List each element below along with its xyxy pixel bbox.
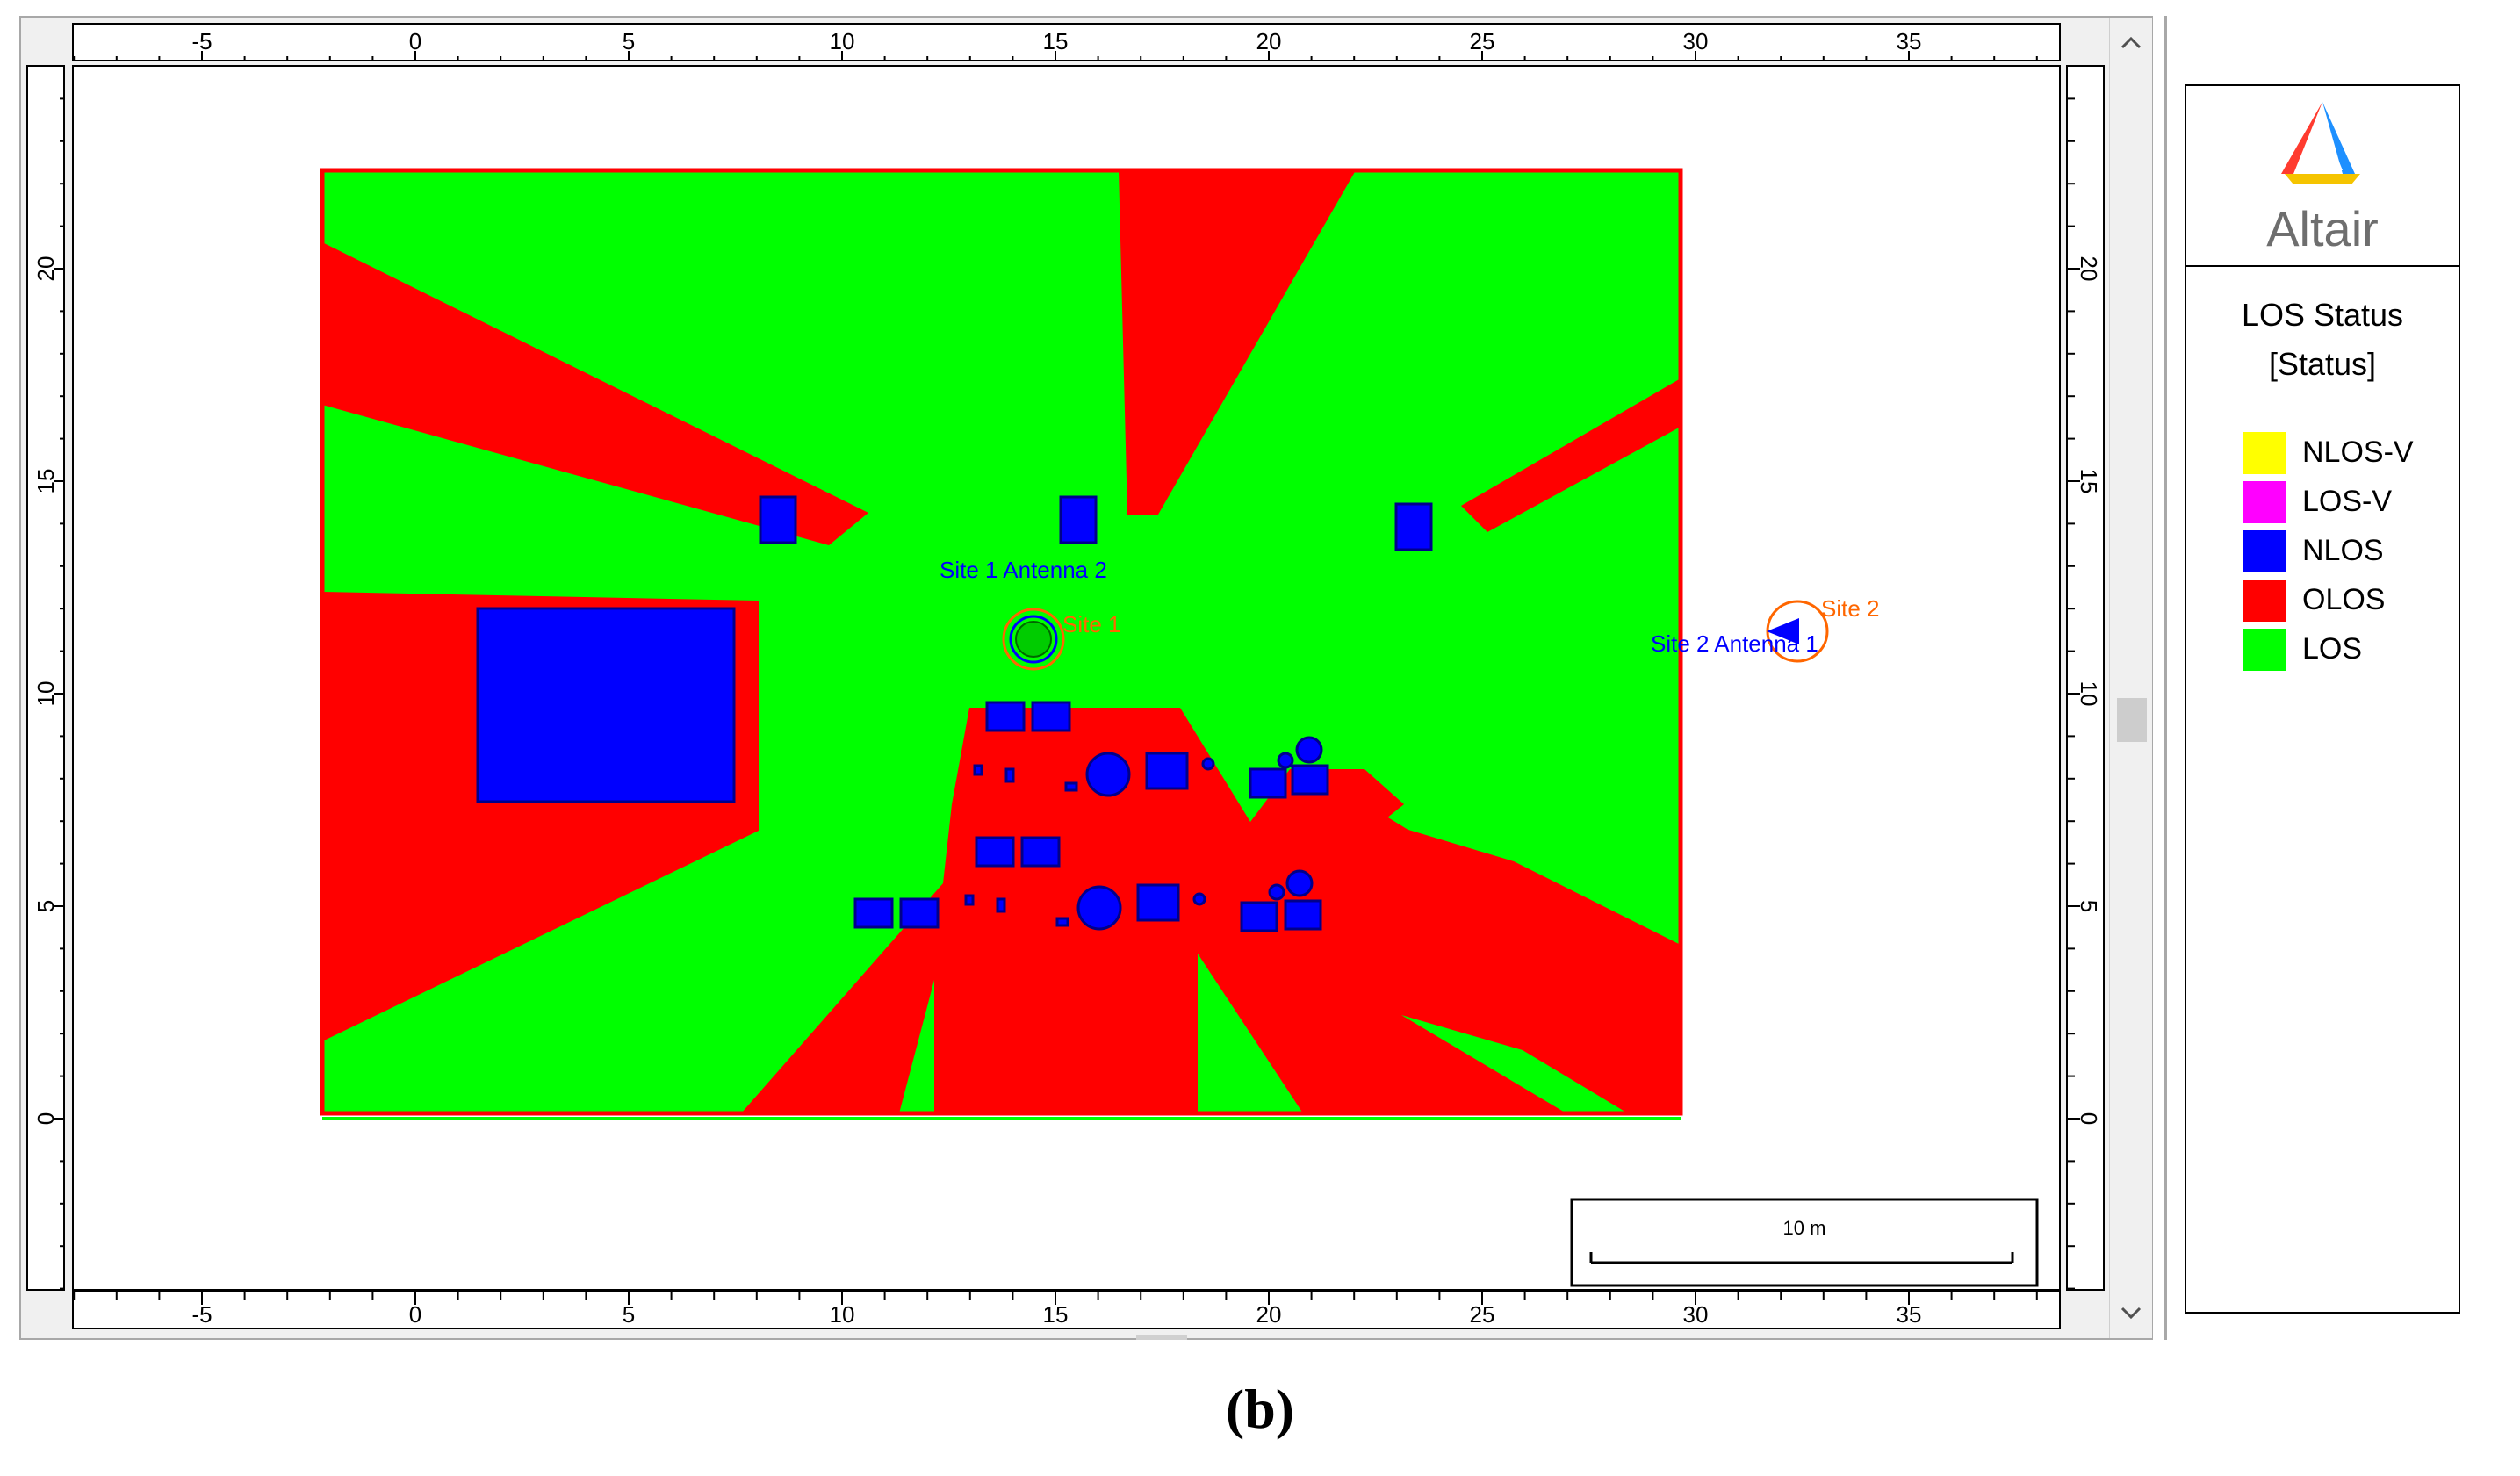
ruler-x-tick-label: 15 (1043, 28, 1069, 54)
scale-bar: 10 m (1570, 1198, 2039, 1287)
scroll-thumb[interactable] (2117, 698, 2147, 742)
scale-bar-label: 10 m (1783, 1217, 1826, 1239)
vertical-scrollbar[interactable] (2109, 18, 2152, 1338)
logo-area: Altair (2186, 86, 2459, 267)
legend-label: NLOS (2302, 534, 2384, 567)
site-2-antenna-label: Site 2 Antenna 1 (1651, 630, 1818, 657)
ruler-x-tick-label: 30 (1683, 1301, 1709, 1328)
legend-subtitle: [Status] (2268, 346, 2377, 382)
ruler-x-tick-label: 20 (1256, 1301, 1282, 1328)
legend-label: OLOS (2302, 583, 2386, 616)
ruler-top: -5 0 5 10 15 20 25 30 35 (72, 23, 2061, 61)
ruler-x-tick-label: 35 (1897, 1301, 1922, 1328)
ruler-x-tick-label: 10 (830, 28, 855, 54)
horizontal-scroll-thumb[interactable] (1136, 1335, 1187, 1340)
ruler-y-tick-label: 5 (32, 900, 59, 912)
site-1-label: Site 1 (1062, 611, 1121, 637)
altair-logo-icon (2281, 102, 2360, 184)
site-1-antenna-label: Site 1 Antenna 2 (940, 557, 1107, 583)
ruler-y-tick-label: 5 (2076, 900, 2102, 912)
legend-swatch (2243, 530, 2286, 572)
legend-swatch (2243, 629, 2286, 671)
figure-caption: (b) (1225, 1378, 1295, 1440)
map-canvas[interactable]: Site 1 Site 1 Antenna 2 Site 2 Site 2 An… (72, 65, 2061, 1291)
ruler-x-tick-label: 25 (1470, 1301, 1495, 1328)
ruler-y-tick-label: 15 (32, 469, 59, 494)
legend-label: LOS (2302, 632, 2363, 666)
ruler-y-tick-label: 20 (32, 256, 59, 282)
ruler-x-tick-label: 20 (1256, 28, 1282, 54)
app-window: -5 0 5 10 15 20 25 30 35 -5 0 5 10 15 20 25 30 35 20 15 10… (19, 16, 2153, 1340)
ruler-x-tick-label: 5 (623, 1301, 635, 1328)
ruler-x-tick-label: 30 (1683, 28, 1709, 54)
ruler-x-tick-label: 15 (1043, 1301, 1069, 1328)
legend-swatch (2243, 481, 2286, 523)
ruler-x-tick-label: 10 (830, 1301, 855, 1328)
site-1-marker[interactable] (1002, 608, 1065, 671)
scroll-down-icon[interactable] (2110, 1296, 2152, 1331)
ruler-x-tick-label: 5 (623, 28, 635, 54)
ruler-x-tick-label: 0 (409, 28, 421, 54)
site-2-label: Site 2 (1821, 595, 1880, 622)
ruler-y-tick-label: 20 (2076, 256, 2102, 282)
ruler-y-tick-label: 10 (32, 681, 59, 707)
legend-pane: Altair LOS Status [Status] NLOS-V LOS-V … (2164, 16, 2520, 1340)
olos-regions (322, 170, 1681, 1113)
ruler-y-tick-label: 10 (2076, 681, 2102, 707)
ruler-y-tick-label: 0 (2076, 1112, 2102, 1125)
legend-label: LOS-V (2302, 485, 2393, 518)
pane-divider[interactable] (2164, 16, 2167, 1340)
ruler-x-tick-label: -5 (191, 1301, 212, 1328)
ruler-y-tick-label: 15 (2076, 469, 2102, 494)
legend-swatch (2243, 580, 2286, 622)
buildings (476, 495, 1433, 932)
site-2-marker[interactable] (1766, 600, 1829, 663)
large-building (476, 607, 736, 803)
coverage-border (320, 168, 1683, 1116)
ruler-x-tick-label: 25 (1470, 28, 1495, 54)
scroll-up-icon[interactable] (2110, 25, 2152, 60)
legend-label: NLOS-V (2302, 436, 2414, 469)
legend-swatch (2243, 432, 2286, 474)
ruler-y-tick-label: 0 (32, 1112, 59, 1125)
legend-title: LOS Status (2241, 297, 2404, 333)
ruler-x-tick-label: 35 (1897, 28, 1922, 54)
logo-text: Altair (2266, 201, 2379, 256)
ruler-x-tick-label: -5 (191, 28, 212, 54)
legend-panel: Altair LOS Status [Status] NLOS-V LOS-V … (2185, 84, 2460, 1314)
ruler-bottom: -5 0 5 10 15 20 25 30 35 (72, 1291, 2061, 1329)
ruler-x-tick-label: 0 (409, 1301, 421, 1328)
